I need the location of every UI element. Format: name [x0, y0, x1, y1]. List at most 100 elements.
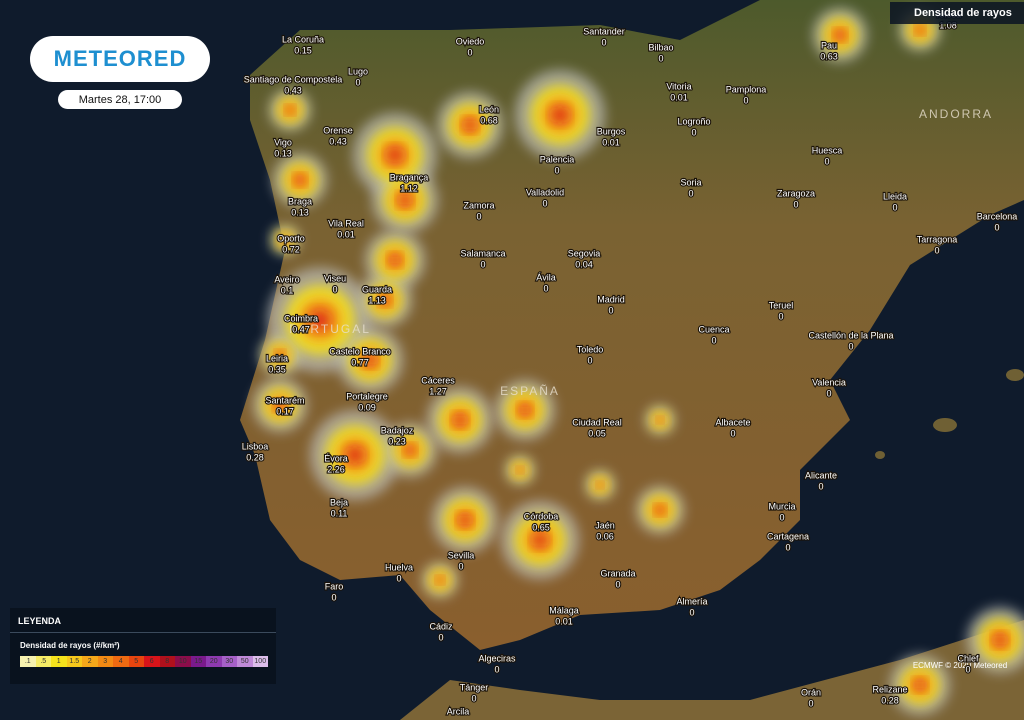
country-label: ESPAÑA — [500, 384, 560, 398]
density-blob — [552, 107, 568, 123]
density-blob — [464, 119, 476, 131]
city-name: Soria — [680, 177, 701, 187]
density-blob — [916, 26, 924, 34]
city-name: Évora — [324, 453, 348, 463]
city-name: Algeciras — [478, 653, 516, 663]
scale-step: 30 — [221, 656, 237, 667]
city-value: 2.26 — [327, 464, 345, 474]
city-value: 0 — [355, 77, 360, 87]
density-blob — [994, 634, 1006, 646]
island — [875, 451, 885, 459]
scale-step: .5 — [35, 656, 51, 667]
city-value: 0.68 — [480, 115, 498, 125]
city-name: La Coruña — [282, 34, 324, 44]
city-name: Ávila — [536, 272, 556, 282]
city-value: 0.35 — [268, 364, 286, 374]
city-name: Madrid — [597, 294, 625, 304]
density-blob — [347, 447, 363, 463]
city-value: 0.72 — [282, 244, 300, 254]
city-value: 0 — [743, 95, 748, 105]
city-value: 0 — [587, 355, 592, 365]
scale-step: 6 — [144, 656, 160, 667]
city-name: Pamplona — [726, 84, 767, 94]
city-value: 0 — [892, 202, 897, 212]
city-value: 0 — [691, 127, 696, 137]
city-name: Málaga — [549, 605, 579, 615]
city-name: Cádiz — [429, 621, 453, 631]
city-name: Cartagena — [767, 531, 809, 541]
city-name: Chlef — [957, 653, 979, 663]
city-name: Albacete — [715, 417, 750, 427]
city-name: Relizane — [872, 684, 907, 694]
city-value: 0 — [471, 693, 476, 703]
city-value: 0.13 — [274, 148, 292, 158]
city-name: Santander — [583, 26, 625, 36]
city-value: 0.47 — [292, 324, 310, 334]
city-name: Aveiro — [274, 274, 299, 284]
city-value: 1.12 — [400, 183, 418, 193]
city-value: 0.17 — [276, 406, 294, 416]
city-name: Leiria — [266, 353, 288, 363]
city-name: Tarragona — [917, 234, 958, 244]
city-value: 0.13 — [291, 207, 309, 217]
city-value: 0.06 — [596, 531, 614, 541]
legend-subtitle: Densidad de rayos (#/km²) — [20, 641, 120, 650]
density-blob — [311, 311, 329, 329]
city-name: Burgos — [597, 126, 626, 136]
city-name: Vigo — [274, 137, 292, 147]
city-value: 0 — [476, 211, 481, 221]
density-blob — [399, 194, 411, 206]
credit: ECMWF © 2020 Meteored — [913, 661, 1007, 670]
top-legend[interactable]: Densidad de rayos — [890, 2, 1024, 24]
scale-step: 1 — [51, 656, 67, 667]
city-name: Jaén — [595, 520, 615, 530]
logo[interactable]: METEORED — [30, 36, 210, 82]
city-value: 0 — [808, 698, 813, 708]
city-value: 0 — [826, 388, 831, 398]
city-value: 0 — [608, 305, 613, 315]
island — [1006, 369, 1024, 381]
city-name: Valencia — [812, 377, 846, 387]
city-value: 0.01 — [337, 229, 355, 239]
density-blob — [380, 295, 390, 305]
city-name: Coimbra — [284, 313, 318, 323]
city-value: 0 — [494, 664, 499, 674]
city-name: Bragança — [390, 172, 429, 182]
density-blob — [275, 400, 285, 410]
city-value: 0 — [688, 188, 693, 198]
city-name: Bilbao — [648, 42, 673, 52]
country-label: PORTUGAL — [289, 322, 371, 336]
city-name: Segovia — [568, 248, 601, 258]
scale-step: 50 — [237, 656, 253, 667]
density-blob — [295, 175, 305, 185]
city-name: Portalegre — [346, 391, 388, 401]
city-value: 0 — [994, 222, 999, 232]
city-name: Huesca — [812, 145, 843, 155]
city-name: Ciudad Real — [572, 417, 622, 427]
city-name: Teruel — [769, 300, 794, 310]
city-value: 0 — [458, 561, 463, 571]
city-name: Salamanca — [460, 248, 505, 258]
city-value: 0 — [396, 573, 401, 583]
city-value: 0 — [480, 259, 485, 269]
density-blob — [517, 467, 523, 473]
city-value: 0.04 — [575, 259, 593, 269]
city-value: 0 — [554, 165, 559, 175]
city-value: 0.15 — [294, 45, 312, 55]
city-name: Alicante — [805, 470, 837, 480]
city-name: Beja — [330, 497, 348, 507]
density-blob — [915, 680, 925, 690]
density-blob — [286, 106, 294, 114]
city-value: 0 — [331, 592, 336, 602]
city-value: 0.28 — [246, 452, 264, 462]
city-value: 0.28 — [881, 695, 899, 705]
density-blob — [656, 506, 664, 514]
city-name: Arcila — [447, 706, 470, 716]
city-name: Santarém — [265, 395, 304, 405]
city-name: Oviedo — [456, 36, 485, 46]
city-name: Orán — [801, 687, 821, 697]
lightning-density — [253, 8, 1024, 715]
city-value: 0 — [818, 481, 823, 491]
density-blob — [657, 417, 663, 423]
